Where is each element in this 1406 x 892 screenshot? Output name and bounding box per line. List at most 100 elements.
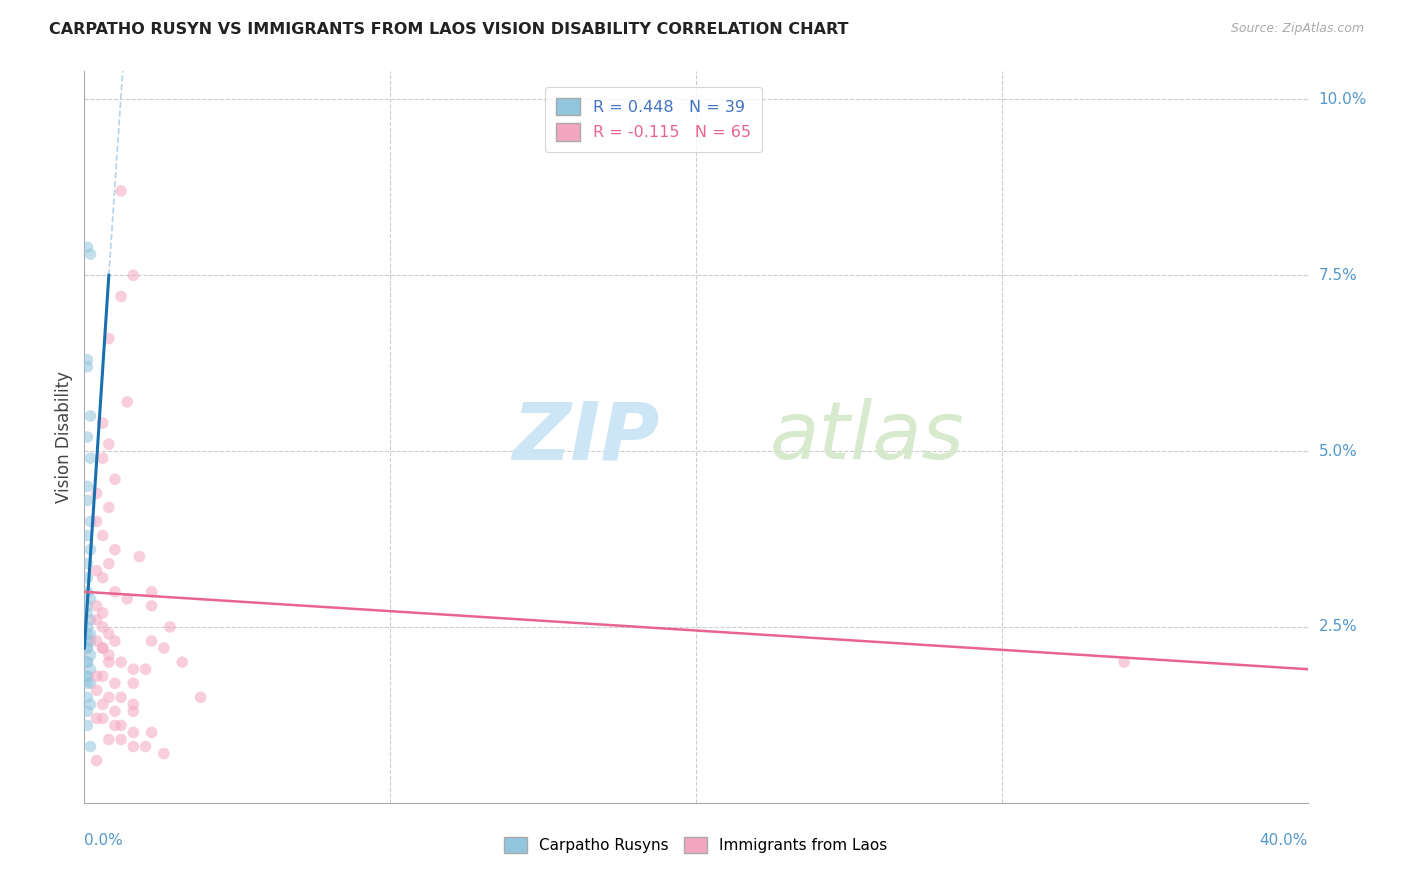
Text: atlas: atlas bbox=[770, 398, 965, 476]
Text: 0.0%: 0.0% bbox=[84, 833, 124, 848]
Point bbox=[97, 500, 120, 515]
Point bbox=[76, 352, 98, 367]
Point bbox=[135, 739, 157, 754]
Text: 10.0%: 10.0% bbox=[1319, 92, 1367, 107]
Point bbox=[153, 641, 176, 656]
Point bbox=[76, 676, 98, 690]
Point bbox=[79, 627, 101, 641]
Point bbox=[76, 641, 98, 656]
Point bbox=[86, 564, 108, 578]
Point bbox=[86, 515, 108, 529]
Point bbox=[91, 620, 114, 634]
Point bbox=[86, 486, 108, 500]
Point bbox=[86, 683, 108, 698]
Point bbox=[104, 634, 127, 648]
Point bbox=[79, 591, 101, 606]
Point bbox=[104, 718, 127, 732]
Point bbox=[97, 655, 120, 669]
Point bbox=[86, 711, 108, 725]
Point bbox=[76, 493, 98, 508]
Point bbox=[79, 698, 101, 712]
Point bbox=[110, 732, 132, 747]
Point bbox=[141, 725, 163, 739]
Point bbox=[122, 268, 145, 283]
Point bbox=[76, 705, 98, 719]
Point bbox=[91, 416, 114, 430]
Point bbox=[153, 747, 176, 761]
Point bbox=[122, 698, 145, 712]
Point bbox=[141, 634, 163, 648]
Point bbox=[97, 648, 120, 662]
Point bbox=[76, 430, 98, 444]
Point bbox=[97, 557, 120, 571]
Point bbox=[91, 571, 114, 585]
Point bbox=[91, 711, 114, 725]
Point bbox=[1114, 655, 1136, 669]
Point bbox=[79, 515, 101, 529]
Point bbox=[76, 655, 98, 669]
Point bbox=[76, 584, 98, 599]
Point bbox=[76, 641, 98, 656]
Point bbox=[135, 662, 157, 676]
Point bbox=[110, 289, 132, 303]
Point bbox=[104, 705, 127, 719]
Point bbox=[79, 676, 101, 690]
Point bbox=[76, 655, 98, 669]
Point bbox=[91, 669, 114, 683]
Point bbox=[122, 676, 145, 690]
Point bbox=[79, 247, 101, 261]
Point bbox=[76, 627, 98, 641]
Point bbox=[91, 698, 114, 712]
Point bbox=[86, 754, 108, 768]
Point bbox=[141, 584, 163, 599]
Point bbox=[110, 690, 132, 705]
Point bbox=[86, 613, 108, 627]
Point bbox=[76, 718, 98, 732]
Point bbox=[91, 451, 114, 466]
Point bbox=[104, 472, 127, 486]
Point bbox=[86, 634, 108, 648]
Point bbox=[97, 627, 120, 641]
Point bbox=[79, 613, 101, 627]
Point bbox=[76, 240, 98, 254]
Point bbox=[91, 606, 114, 620]
Point bbox=[159, 620, 181, 634]
Point bbox=[76, 571, 98, 585]
Point bbox=[76, 634, 98, 648]
Point bbox=[172, 655, 194, 669]
Point bbox=[104, 584, 127, 599]
Point bbox=[97, 332, 120, 346]
Text: 5.0%: 5.0% bbox=[1319, 443, 1357, 458]
Point bbox=[91, 528, 114, 542]
Point bbox=[122, 662, 145, 676]
Legend: Carpatho Rusyns, Immigrants from Laos: Carpatho Rusyns, Immigrants from Laos bbox=[496, 829, 896, 861]
Point bbox=[91, 641, 114, 656]
Point bbox=[104, 676, 127, 690]
Point bbox=[128, 549, 150, 564]
Text: CARPATHO RUSYN VS IMMIGRANTS FROM LAOS VISION DISABILITY CORRELATION CHART: CARPATHO RUSYN VS IMMIGRANTS FROM LAOS V… bbox=[49, 22, 849, 37]
Point bbox=[190, 690, 212, 705]
Text: ZIP: ZIP bbox=[512, 398, 659, 476]
Point bbox=[76, 620, 98, 634]
Point bbox=[122, 705, 145, 719]
Point bbox=[115, 395, 138, 409]
Point bbox=[110, 184, 132, 198]
Point bbox=[79, 648, 101, 662]
Point bbox=[141, 599, 163, 613]
Point bbox=[122, 725, 145, 739]
Point bbox=[86, 599, 108, 613]
Text: 40.0%: 40.0% bbox=[1260, 833, 1308, 848]
Point bbox=[115, 591, 138, 606]
Text: Source: ZipAtlas.com: Source: ZipAtlas.com bbox=[1230, 22, 1364, 36]
Point bbox=[76, 528, 98, 542]
Point bbox=[97, 690, 120, 705]
Point bbox=[97, 732, 120, 747]
Point bbox=[76, 606, 98, 620]
Point bbox=[76, 690, 98, 705]
Point bbox=[76, 557, 98, 571]
Point bbox=[110, 655, 132, 669]
Text: 7.5%: 7.5% bbox=[1319, 268, 1357, 283]
Point bbox=[79, 662, 101, 676]
Point bbox=[79, 739, 101, 754]
Point bbox=[79, 634, 101, 648]
